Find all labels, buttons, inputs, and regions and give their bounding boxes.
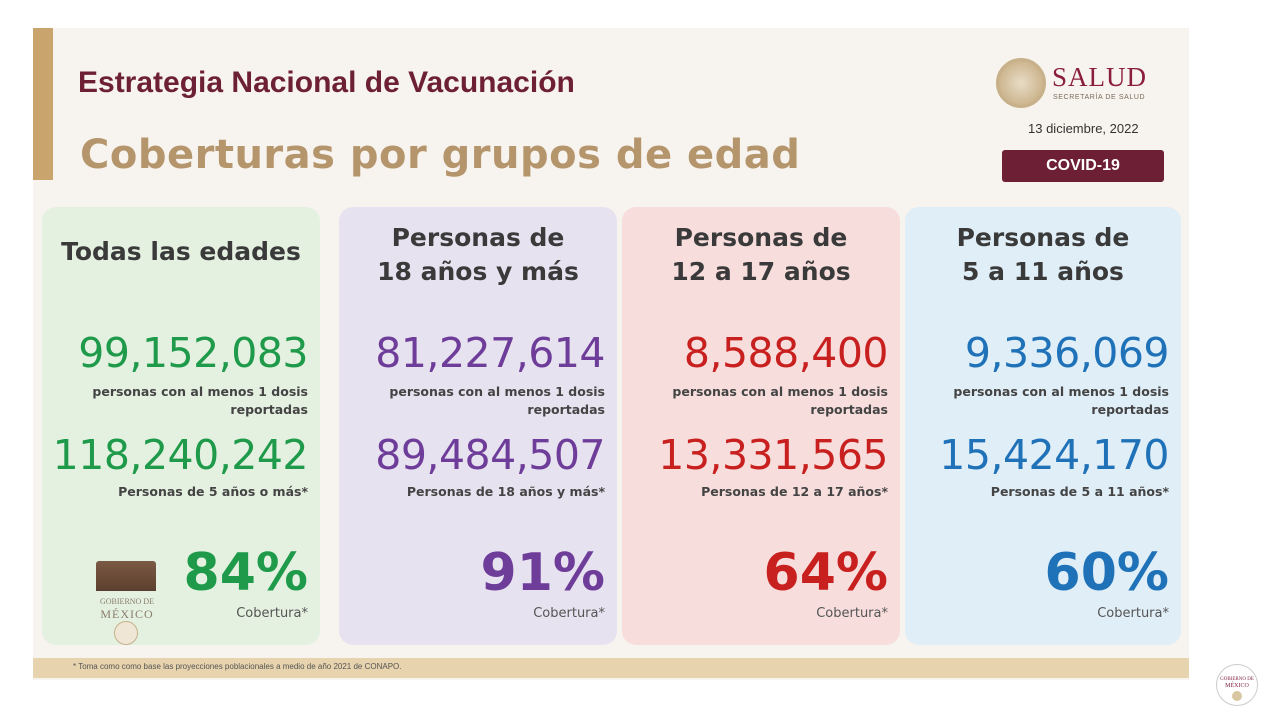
page-subtitle: Coberturas por grupos de edad xyxy=(80,132,801,178)
card-heading-line2: 5 a 11 años xyxy=(962,257,1124,286)
population-caption: Personas de 5 años o más* xyxy=(118,484,308,499)
salud-logo-tagline: SECRETARÍA DE SALUD xyxy=(1053,94,1146,101)
population-count: 118,240,242 xyxy=(52,431,309,479)
card-heading-line2: 12 a 17 años xyxy=(671,257,851,286)
vaccinated-caption-line2: reportadas xyxy=(527,402,605,417)
card-12-17: Personas de 12 a 17 años 8,588,400 perso… xyxy=(622,207,900,645)
population-caption: Personas de 12 a 17 años* xyxy=(701,484,888,499)
card-heading-line1: Personas de xyxy=(391,223,565,252)
corner-gobierno-logo: GOBIERNO DE MÉXICO xyxy=(1216,664,1258,706)
gob-logo-line2: MÉXICO xyxy=(100,607,154,621)
population-caption: Personas de 5 a 11 años* xyxy=(990,484,1169,499)
card-heading: Todas las edades xyxy=(61,237,301,266)
report-date: 13 diciembre, 2022 xyxy=(1028,121,1139,136)
gobierno-mexico-logo: GOBIERNO DE MÉXICO xyxy=(92,553,162,645)
population-caption: Personas de 18 años y más* xyxy=(406,484,605,499)
vaccinated-count: 9,336,069 xyxy=(964,329,1170,377)
coverage-label: Cobertura* xyxy=(236,606,308,621)
population-count: 13,331,565 xyxy=(658,431,888,479)
coverage-label: Cobertura* xyxy=(1097,606,1169,621)
vaccinated-caption: personas con al menos 1 dosis reportadas xyxy=(389,383,605,419)
coverage-label: Cobertura* xyxy=(816,606,888,621)
card-18-plus: Personas de 18 años y más 81,227,614 per… xyxy=(339,207,617,645)
accent-bar xyxy=(33,28,53,180)
population-count: 89,484,507 xyxy=(375,431,605,479)
population-count: 15,424,170 xyxy=(939,431,1169,479)
gob-logo-line1: GOBIERNO DE xyxy=(100,597,154,606)
coverage-percent: 84% xyxy=(183,543,308,603)
vaccinated-caption-line1: personas con al menos 1 dosis xyxy=(953,384,1169,399)
seal-icon xyxy=(114,621,138,645)
card-heading: Personas de 18 años y más xyxy=(339,221,617,289)
card-5-11: Personas de 5 a 11 años 9,336,069 person… xyxy=(905,207,1181,645)
covid-badge: COVID-19 xyxy=(1002,150,1164,182)
vaccinated-caption-line1: personas con al menos 1 dosis xyxy=(92,384,308,399)
corner-seal-icon xyxy=(1232,691,1242,701)
coverage-percent: 91% xyxy=(480,543,605,603)
vaccinated-caption-line1: personas con al menos 1 dosis xyxy=(672,384,888,399)
vaccinated-caption: personas con al menos 1 dosis reportadas xyxy=(672,383,888,419)
page-title: Estrategia Nacional de Vacunación xyxy=(78,66,575,99)
card-heading: Personas de 5 a 11 años xyxy=(905,221,1181,289)
vaccinated-caption-line2: reportadas xyxy=(810,402,888,417)
vaccinated-count: 81,227,614 xyxy=(375,329,605,377)
coverage-percent: 60% xyxy=(1044,543,1169,603)
card-all-ages: Todas las edades 99,152,083 personas con… xyxy=(42,207,320,645)
card-heading-line1: Personas de xyxy=(956,223,1130,252)
eagle-seal-icon xyxy=(996,58,1046,108)
coverage-percent: 64% xyxy=(763,543,888,603)
footnote: * Toma como como base las proyecciones p… xyxy=(73,662,402,671)
footer-bar xyxy=(33,658,1189,678)
salud-logo: SALUD SECRETARÍA DE SALUD xyxy=(996,58,1166,110)
vaccinated-caption-line2: reportadas xyxy=(1091,402,1169,417)
vaccinated-caption: personas con al menos 1 dosis reportadas xyxy=(92,383,308,419)
vaccinated-count: 8,588,400 xyxy=(683,329,889,377)
corner-logo-line2: MÉXICO xyxy=(1225,683,1249,689)
vaccinated-caption-line1: personas con al menos 1 dosis xyxy=(389,384,605,399)
corner-logo-line1: GOBIERNO DE xyxy=(1220,677,1254,682)
vaccinated-count: 99,152,083 xyxy=(78,329,308,377)
card-heading-line1: Personas de xyxy=(674,223,848,252)
coverage-label: Cobertura* xyxy=(533,606,605,621)
heroes-figures-icon xyxy=(96,561,156,591)
card-heading: Personas de 12 a 17 años xyxy=(622,221,900,289)
vaccinated-caption: personas con al menos 1 dosis reportadas xyxy=(953,383,1169,419)
salud-logo-word: SALUD xyxy=(1052,62,1148,92)
card-heading-line2: 18 años y más xyxy=(377,257,579,286)
vaccinated-caption-line2: reportadas xyxy=(230,402,308,417)
